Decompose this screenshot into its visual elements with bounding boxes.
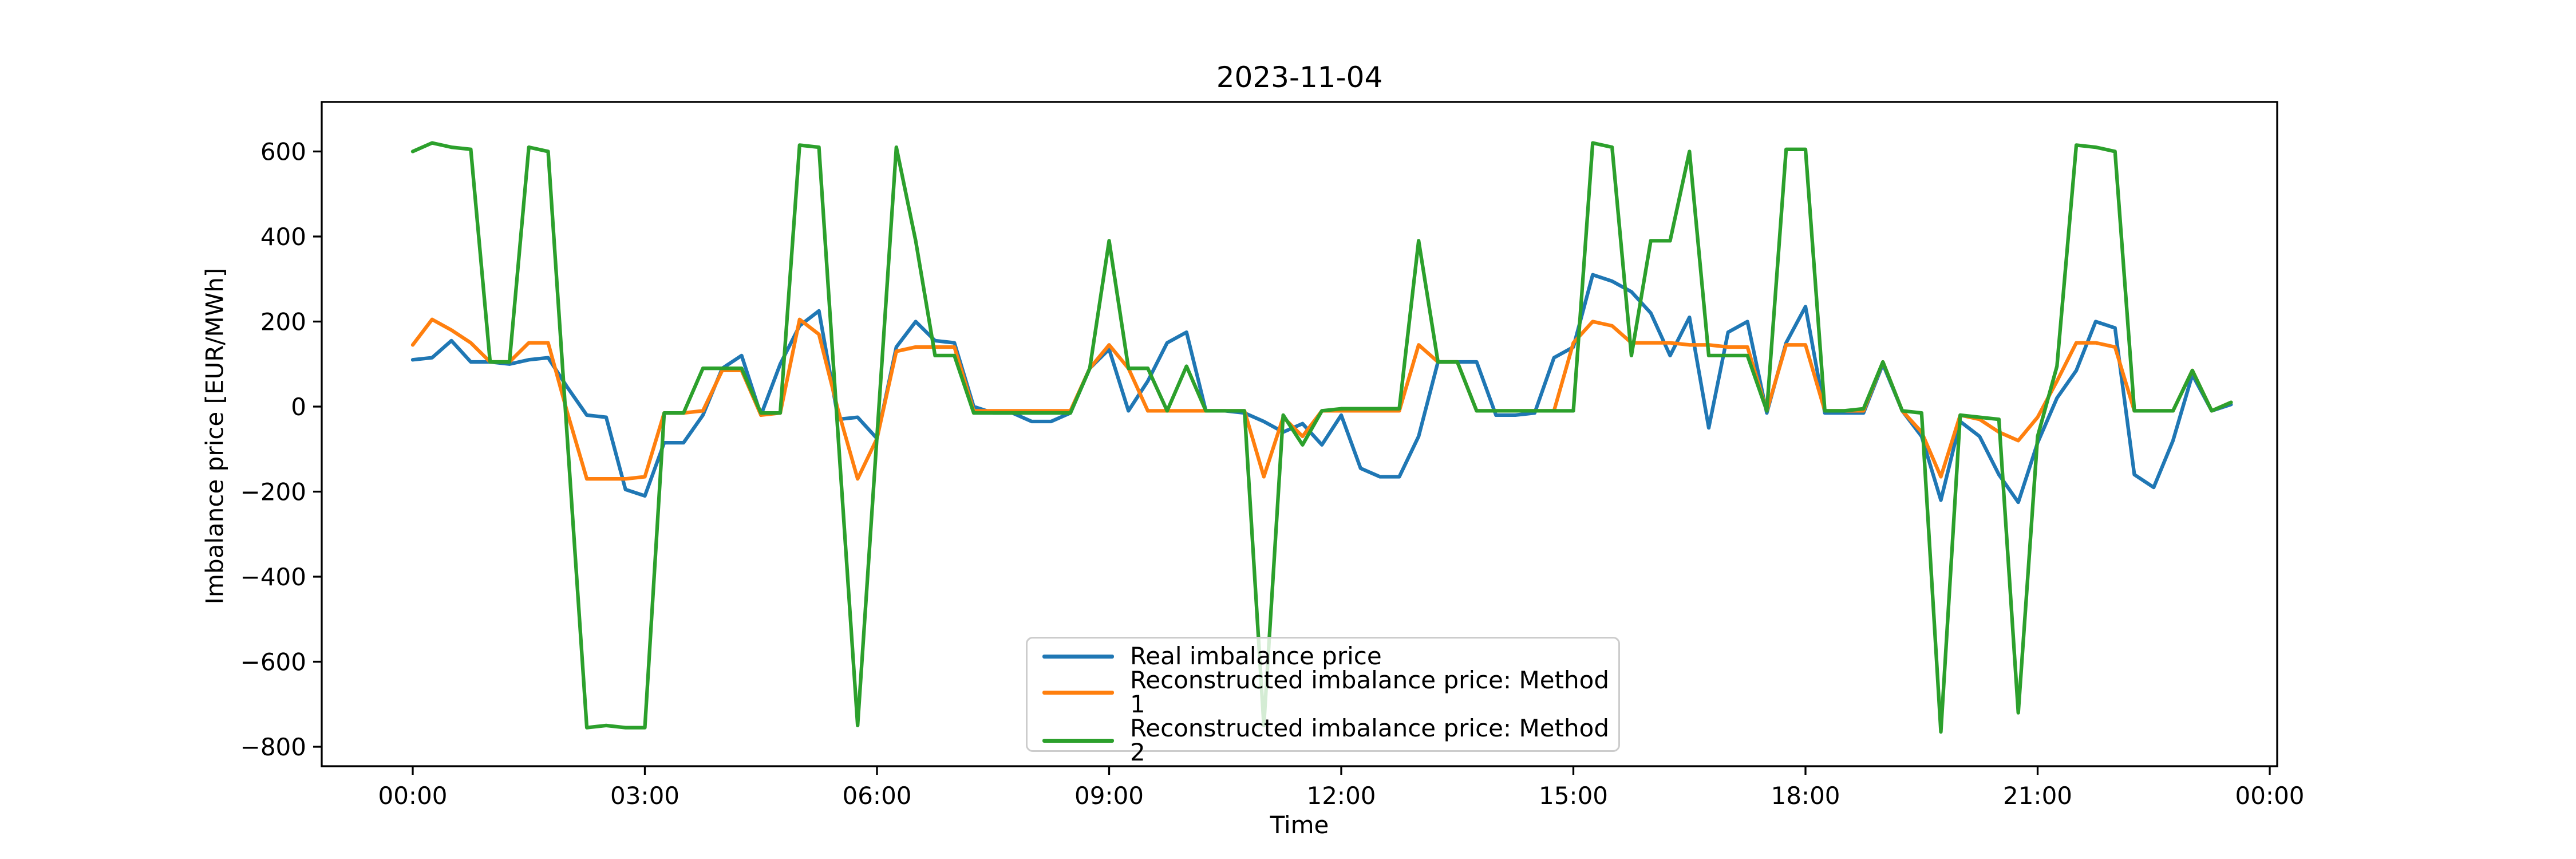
legend-line-swatch-real [1042, 654, 1114, 659]
y-axis-tick-labels: 600 400 200 0 −200 −400 −600 −800 [240, 138, 306, 762]
x-tick-label: 15:00 [1539, 782, 1608, 810]
legend-line-swatch-method1 [1042, 690, 1114, 695]
x-axis-label: Time [1270, 811, 1329, 839]
y-tick-label: 0 [291, 393, 306, 421]
x-axis-ticks [412, 766, 2271, 775]
plot-border [321, 101, 2278, 767]
legend: Real imbalance price Reconstructed imbal… [1026, 637, 1620, 765]
legend-label: Reconstructed imbalance price: Method 2 [1130, 714, 1610, 766]
series-line [410, 141, 2233, 734]
x-tick-label: 09:00 [1074, 782, 1144, 810]
y-tick-label: −600 [240, 648, 306, 676]
y-axis-ticks [313, 150, 322, 748]
x-tick-label: 12:00 [1306, 782, 1376, 810]
x-tick-label: 00:00 [378, 782, 447, 810]
y-tick-label: 200 [260, 308, 306, 336]
legend-item: Reconstructed imbalance price: Method 2 [1042, 716, 1618, 765]
x-tick-label: 21:00 [2003, 782, 2072, 810]
y-axis-label: Imbalance price [EUR/MWh] [200, 267, 229, 605]
x-tick-label: 00:00 [2235, 782, 2304, 810]
x-tick-label: 03:00 [610, 782, 679, 810]
y-tick-label: −400 [240, 563, 306, 591]
y-tick-label: −800 [240, 733, 306, 761]
chart-title: 2023-11-04 [1216, 61, 1383, 94]
series-reconstructed-method-2 [410, 141, 2233, 734]
x-axis-tick-labels: 00:00 03:00 06:00 09:00 12:00 15:00 18:00 21:00… [378, 782, 2304, 810]
legend-line-swatch-method2 [1042, 738, 1114, 743]
legend-label: Real imbalance price [1130, 642, 1382, 670]
y-tick-label: −200 [240, 478, 306, 506]
x-tick-label: 06:00 [842, 782, 911, 810]
legend-item: Real imbalance price [1042, 644, 1618, 668]
legend-label: Reconstructed imbalance price: Method 1 [1130, 666, 1610, 718]
y-tick-label: 400 [260, 223, 306, 251]
x-tick-label: 18:00 [1771, 782, 1840, 810]
y-tick-label: 600 [260, 138, 306, 166]
legend-item: Reconstructed imbalance price: Method 1 [1042, 668, 1618, 716]
